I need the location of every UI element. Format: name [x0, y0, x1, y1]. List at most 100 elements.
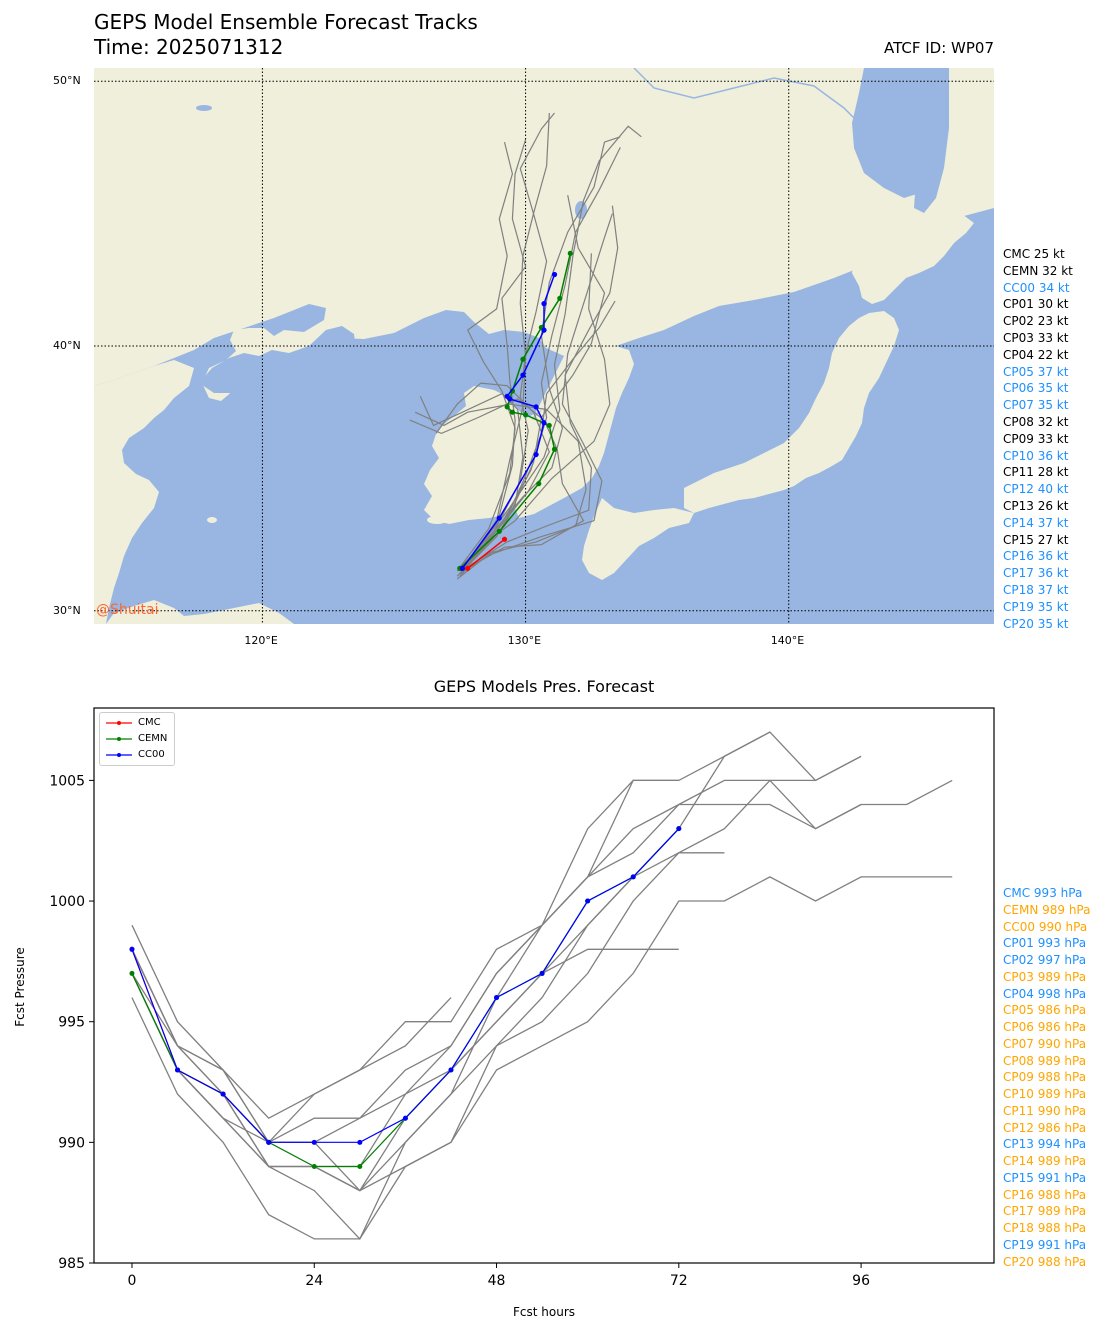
pressure-legend-entry: CP09 988 hPa [1003, 1070, 1087, 1085]
pressure-x-axis-label: Fcst hours [512, 1305, 576, 1319]
pressure-point-cemn [357, 1163, 363, 1169]
pressure-legend-entry: CP03 989 hPa [1003, 969, 1087, 984]
x-tick-label: 48 [488, 1273, 506, 1289]
pressure-point-cemn [129, 970, 135, 976]
pressure-point-cc00 [494, 995, 500, 1001]
pressure-point-cc00 [539, 970, 545, 976]
land-korea-east [514, 360, 634, 518]
land-island-sw [207, 517, 217, 523]
pressure-legend-entry: CP19 991 hPa [1003, 1237, 1087, 1252]
track-legend-entry: CP15 27 kt [1003, 532, 1069, 547]
pressure-chart-title: GEPS Models Pres. Forecast [433, 677, 655, 696]
pressure-point-cc00 [311, 1139, 317, 1145]
track-map-canvas [94, 68, 994, 624]
track-legend-entry: CP03 33 kt [1003, 330, 1069, 345]
legend-swatch-cc00 [106, 753, 132, 757]
atcf-id: ATCF ID: WP07 [883, 39, 994, 57]
track-lines [409, 112, 642, 580]
track-member-3 [456, 141, 516, 572]
track-member-14 [464, 194, 606, 567]
track-member-12 [459, 213, 613, 575]
x-tick-label: 96 [852, 1273, 870, 1289]
track-legend-entry: CP06 35 kt [1003, 381, 1069, 396]
pressure-legend-entry: CP14 989 hPa [1003, 1154, 1087, 1168]
pressure-minimum-legend: CMC 993 hPa CEMN 989 hPa CC00 990 hPa CP01 … [1003, 885, 1090, 1270]
land-honshu [684, 311, 899, 513]
lon-tick-label: 130°E [507, 634, 542, 647]
track-point-cc00 [541, 327, 547, 333]
legend-entry-cc00: CC00 [104, 748, 172, 762]
track-point-cemn [496, 528, 502, 534]
pressure-line-member-7 [131, 973, 452, 1144]
track-point-cemn [557, 295, 563, 301]
pressure-point-cc00 [585, 898, 591, 904]
track-point-cemn [546, 422, 552, 429]
pressure-point-cc00 [448, 1067, 454, 1073]
lat-tick-label: 40°N [53, 339, 81, 352]
inland-water [196, 68, 949, 403]
legend-swatch-cemn [106, 737, 132, 741]
legend-swatch-cmc [106, 721, 132, 725]
track-legend-entry: CP16 36 kt [1003, 549, 1069, 564]
pressure-legend-entry: CP06 986 hPa [1003, 1020, 1087, 1034]
lat-tick-label: 50°N [53, 74, 81, 88]
land-sakhalin [940, 68, 979, 198]
map-title: GEPS Model Ensemble Forecast Tracks [94, 10, 478, 34]
track-member-0 [464, 139, 527, 572]
track-legend-entry: CP17 36 kt [1003, 566, 1069, 581]
pressure-legend-entry: CP16 988 hPa [1003, 1187, 1087, 1202]
track-legend-entry: CC00 34 kt [1003, 280, 1070, 295]
pressure-legend-entry: CP05 986 hPa [1003, 1003, 1087, 1018]
pressure-legend-entry: CP12 986 hPa [1003, 1120, 1087, 1135]
y-tick-label: 1005 [49, 773, 85, 789]
track-point-cemn [567, 250, 573, 256]
pressure-legend-entry: CEMN 989 hPa [1003, 902, 1091, 917]
pressure-series-legend: CMC CEMN CC00 [99, 712, 175, 766]
x-tick-label: 0 [128, 1273, 137, 1289]
track-point-cemn [520, 356, 526, 362]
y-tick-label: 1000 [49, 894, 85, 910]
track-legend-entry: CP18 37 kt [1003, 582, 1069, 597]
pressure-point-cc00 [676, 826, 682, 832]
legend-label-cemn: CEMN [138, 733, 168, 744]
pressure-y-axis-label: Fcst Pressure [13, 947, 27, 1027]
track-map [94, 68, 994, 624]
pressure-legend-entry: CP07 990 hPa [1003, 1036, 1087, 1051]
track-point-cemn [551, 446, 558, 452]
track-legend-entry: CP08 32 kt [1003, 414, 1069, 429]
land-asia-north [94, 68, 994, 401]
pressure-legend-entry: CP04 998 hPa [1003, 986, 1087, 1001]
y-tick-label: 985 [58, 1256, 85, 1272]
pressure-legend-entry: CP13 994 hPa [1003, 1137, 1087, 1152]
pressure-point-cc00 [630, 874, 636, 880]
land-masses [94, 68, 994, 624]
track-point-cemn [509, 409, 516, 415]
pressure-legend-entry: CP08 989 hPa [1003, 1053, 1087, 1068]
track-point-cemn [509, 388, 516, 394]
pressure-legend-entry: CP01 993 hPa [1003, 936, 1087, 951]
lon-tick-label: 120°E [244, 634, 278, 647]
plot-frame [93, 707, 995, 1264]
pressure-legend-entry: CP20 988 hPa [1003, 1254, 1087, 1269]
track-member-15 [456, 136, 621, 572]
tatar-strait [914, 68, 949, 213]
small-lake-1 [196, 105, 212, 111]
land-jeju [427, 516, 447, 524]
track-point-cc00 [459, 565, 466, 571]
land-china-coast-south [106, 600, 294, 624]
pressure-legend-entry: CP11 990 hPa [1003, 1103, 1087, 1118]
pressure-point-cc00 [402, 1115, 408, 1121]
track-point-cc00 [541, 301, 547, 307]
track-legend-entry: CP04 22 kt [1003, 347, 1069, 362]
track-point-cc00 [520, 372, 526, 378]
pressure-point-cc00 [266, 1139, 272, 1145]
land-korea [424, 346, 634, 524]
track-point-cc00 [541, 420, 547, 426]
track-legend-entry: CP07 35 kt [1003, 398, 1069, 413]
pressure-legend-entry: CP15 991 hPa [1003, 1170, 1087, 1185]
track-legend-entry: CP13 26 kt [1003, 498, 1069, 513]
bohai-sea [199, 326, 356, 403]
pressure-point-cc00 [357, 1139, 363, 1145]
track-intensity-legend: CMC 25 kt CEMN 32 kt CC00 34 kt CP01 30 kt C… [1003, 246, 1073, 632]
track-point-cemn [522, 412, 529, 418]
